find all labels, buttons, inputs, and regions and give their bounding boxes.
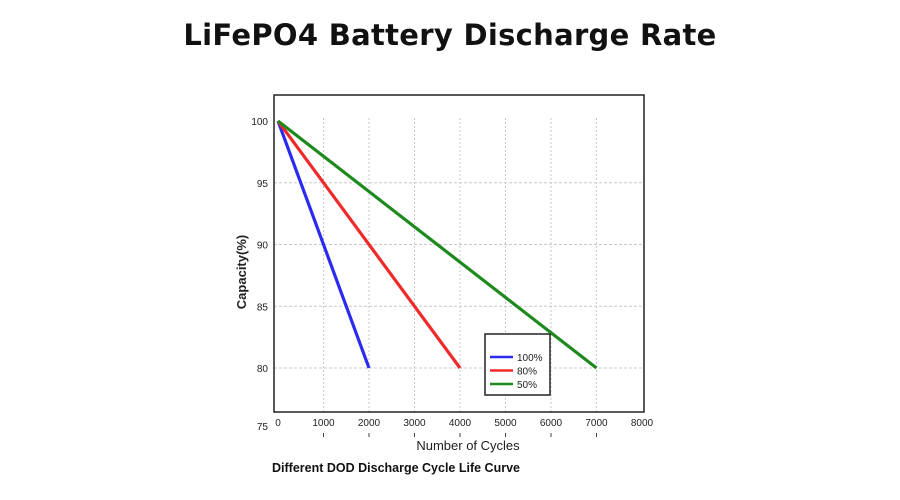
x-tick-label: 2000 — [358, 418, 381, 429]
y-tick-label: 95 — [257, 179, 269, 190]
legend-label: 100% — [517, 353, 543, 364]
y-tick-label: 80 — [257, 364, 269, 375]
y-tick-label: 75 — [257, 422, 269, 433]
y-tick-label: 100 — [251, 117, 268, 128]
plot-frame — [273, 94, 645, 413]
page-title: LiFePO4 Battery Discharge Rate — [183, 18, 717, 52]
series-line-100pct — [276, 120, 371, 369]
x-tick-label: 3000 — [403, 418, 426, 429]
series-line-80pct — [276, 120, 462, 369]
x-tick-label: 5000 — [494, 418, 517, 429]
x-tick-label: 0 — [275, 418, 281, 429]
y-tick-label: 90 — [257, 241, 269, 252]
legend-label: 80% — [517, 367, 537, 378]
x-tick-label: 7000 — [585, 418, 608, 429]
y-tick-label: 85 — [257, 302, 269, 313]
legend-label: 50% — [517, 380, 537, 391]
series-line-50pct — [277, 119, 598, 370]
x-axis-label: Number of Cycles — [416, 438, 520, 453]
x-tick-label: 4000 — [449, 418, 472, 429]
x-tick-label: 1000 — [312, 418, 335, 429]
legend: 100% 80% 50% — [484, 333, 551, 396]
x-tick-label: 8000 — [631, 418, 654, 429]
x-tick-label: 6000 — [540, 418, 563, 429]
chart-caption: Different DOD Discharge Cycle Life Curve — [272, 461, 520, 475]
y-axis-label: Capacity(%) — [234, 235, 249, 309]
